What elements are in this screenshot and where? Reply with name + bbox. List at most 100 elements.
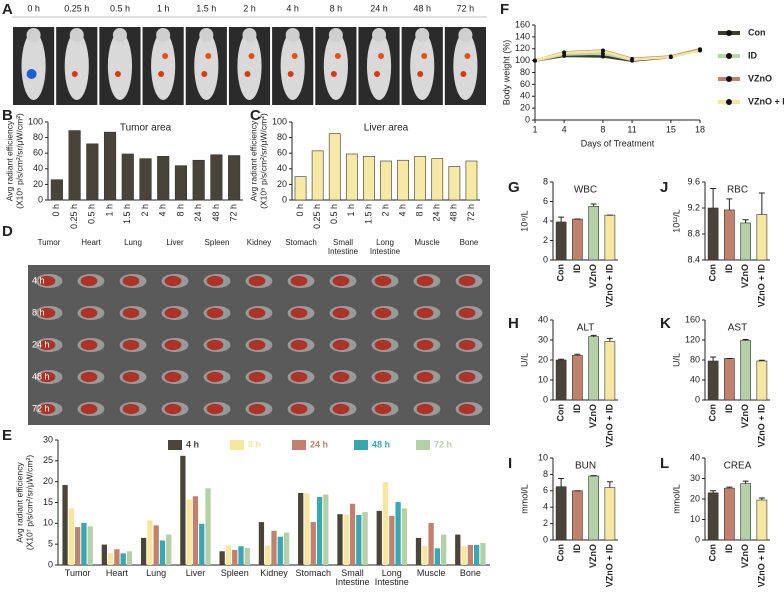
x-axis-label: Days of Treatment	[581, 138, 655, 148]
bar	[572, 218, 583, 261]
organ-signal	[290, 307, 308, 319]
y-axis-label: Avg radiant efficiency	[248, 120, 258, 201]
bar	[380, 160, 392, 201]
marker	[600, 54, 605, 59]
bar	[74, 527, 81, 565]
legend-label: ID	[748, 50, 758, 60]
organ-signal	[332, 371, 350, 383]
x-tick-label: VZnO	[588, 544, 598, 568]
mouse-head	[372, 28, 387, 42]
bar	[756, 499, 768, 541]
y-tick-label: 2	[543, 518, 548, 528]
y-tick-label: 0	[38, 194, 43, 204]
bar	[81, 522, 87, 565]
bar	[265, 545, 271, 565]
organ-signal	[164, 339, 182, 351]
bar	[467, 545, 474, 565]
time-label: 1.5 h	[196, 3, 216, 13]
x-tick-label: 0.5 h	[87, 204, 97, 224]
panel-label: F	[500, 1, 509, 18]
bar	[225, 545, 232, 565]
legend-label: 8 h	[248, 439, 261, 449]
organ-signal	[332, 275, 350, 287]
signal	[330, 71, 337, 77]
x-tick-label: Bone	[459, 568, 481, 578]
bar	[431, 158, 444, 201]
marker	[630, 57, 635, 62]
x-tick-label: Tumor	[64, 568, 91, 578]
y-tick-label: 9.6	[687, 176, 700, 186]
time-label: 8 h	[330, 3, 343, 13]
organ-signal	[416, 339, 434, 351]
bar	[382, 482, 389, 565]
x-tick-label: ID	[572, 543, 582, 553]
legend-marker	[726, 99, 732, 105]
error-bar	[558, 358, 565, 360]
x-tick-label: ID	[724, 403, 734, 413]
mouse	[323, 32, 348, 100]
organ-signal	[164, 371, 182, 383]
bar	[271, 530, 277, 565]
x-tick-label: VZnO	[740, 264, 750, 288]
time-label: 24 h	[370, 3, 388, 13]
bar	[588, 336, 599, 401]
legend-label: 72 h	[434, 439, 452, 449]
mouse	[151, 32, 176, 100]
error-bar	[606, 481, 613, 488]
bar	[147, 520, 153, 565]
x-tick-label: Con	[556, 544, 566, 562]
y-tick-label: 9.2	[687, 202, 700, 212]
mouse	[21, 32, 46, 100]
bar	[572, 490, 583, 541]
organ-signal	[248, 307, 266, 319]
x-tick-label: Con	[708, 544, 718, 562]
y-tick-label: 4	[543, 502, 548, 512]
mouse-head	[156, 28, 171, 42]
x-tick-label: 15	[666, 124, 676, 134]
organ-signal	[374, 307, 392, 319]
time-label: 72 h	[457, 3, 475, 13]
y-axis-label: Avg radiant efficiency	[4, 120, 14, 201]
x-tick-label: VZnO	[740, 544, 750, 568]
organ-signal	[122, 403, 140, 415]
y-tick-label: 20	[33, 179, 43, 189]
y-tick-label: 10	[690, 514, 700, 524]
chart-title: ALT	[577, 323, 595, 334]
organ-signal	[122, 371, 140, 383]
x-tick-label: 24 h	[193, 204, 203, 222]
signal	[291, 53, 298, 59]
time-label: 2 h	[243, 3, 256, 13]
organ-signal	[80, 275, 98, 287]
organ-signal	[80, 307, 98, 319]
x-tick-label: 0.25 h	[69, 204, 79, 229]
organ-label: Bone	[459, 238, 479, 247]
y-axis-label: Body weight (%)	[501, 40, 511, 106]
time-label: 1 h	[157, 3, 170, 13]
organ-label: Small Intestine	[327, 238, 359, 256]
bar	[192, 496, 199, 565]
bar	[401, 508, 408, 565]
bar	[205, 488, 211, 565]
y-tick-label: 20	[690, 493, 700, 503]
bar	[604, 341, 616, 401]
organ-label: Stomach	[285, 238, 317, 247]
organ-signal	[122, 275, 140, 287]
legend-label: VZnO + ID	[748, 96, 784, 106]
bar	[126, 551, 133, 565]
x-tick-label: 2 h	[140, 204, 150, 217]
x-tick-label: 1 h	[346, 204, 356, 217]
y-tick-label: 0	[282, 194, 287, 204]
marker	[562, 50, 567, 55]
organ-signal	[290, 275, 308, 287]
y-tick-label: 40	[538, 314, 548, 324]
organ-signal	[416, 275, 434, 287]
mouse-head	[26, 28, 41, 42]
legend-label: 24 h	[310, 439, 328, 449]
y-tick-label: 20	[277, 179, 287, 189]
organ-signal	[416, 371, 434, 383]
organ-signal	[374, 403, 392, 415]
signal	[205, 53, 212, 59]
mouse-head	[242, 28, 257, 42]
x-tick-label: 72 h	[466, 204, 476, 222]
